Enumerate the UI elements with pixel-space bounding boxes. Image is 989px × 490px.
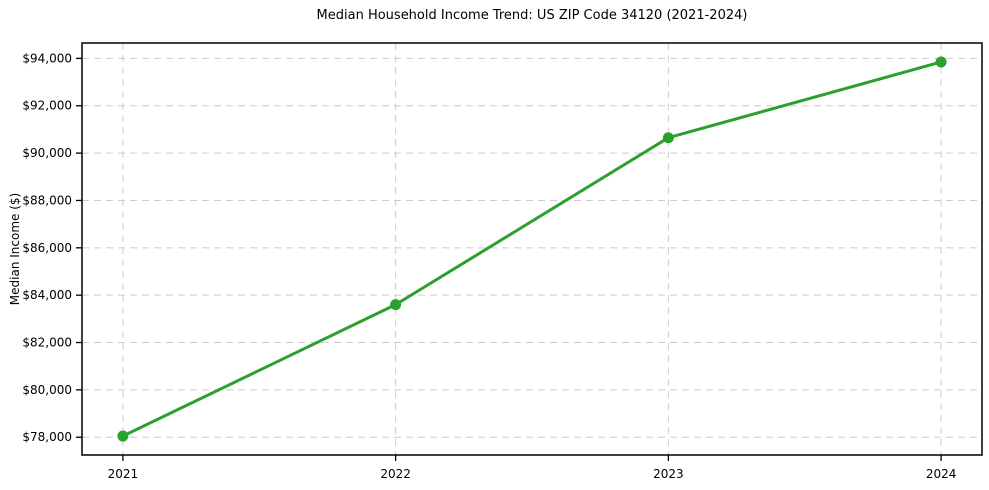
y-tick-label: $80,000 [22,383,72,397]
y-tick-label: $92,000 [22,99,72,113]
x-tick-label: 2021 [108,467,139,481]
x-tick-label: 2023 [653,467,684,481]
y-tick-label: $82,000 [22,336,72,350]
trend-line [121,60,943,438]
x-tick-label: 2024 [926,467,957,481]
y-tick-label: $90,000 [22,146,72,160]
data-point-marker [662,132,674,144]
data-point-marker [935,56,947,68]
data-point-marker [390,299,402,311]
chart-title: Median Household Income Trend: US ZIP Co… [316,8,748,23]
data-point-marker [117,430,129,442]
y-tick-label: $88,000 [22,193,72,207]
y-tick-label: $86,000 [22,241,72,255]
plot-border [81,42,983,456]
y-tick-label: $78,000 [22,430,72,444]
y-axis-label: Median Income ($) [8,192,22,306]
y-tick-label: $84,000 [22,288,72,302]
y-tick-label: $94,000 [22,51,72,65]
x-tick-label: 2022 [380,467,411,481]
